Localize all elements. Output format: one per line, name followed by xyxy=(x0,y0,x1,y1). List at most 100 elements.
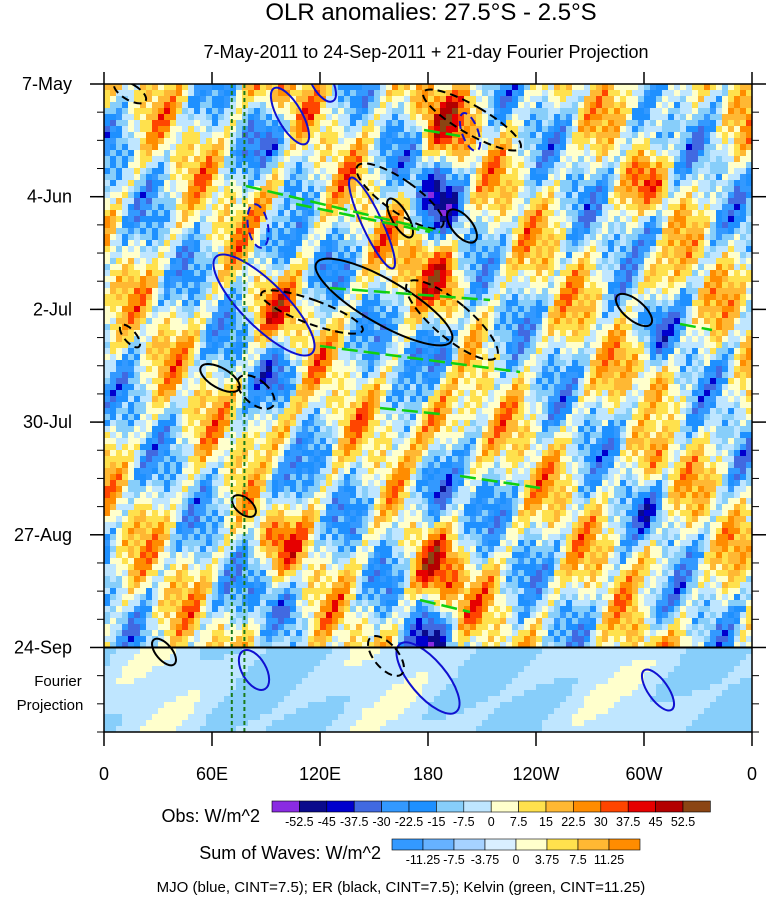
chart-subtitle: 7-May-2011 to 24-Sep-2011 + 21-day Fouri… xyxy=(203,42,648,62)
field-cell xyxy=(122,330,128,336)
field-cell xyxy=(338,318,344,324)
field-cell xyxy=(680,330,686,336)
field-cell xyxy=(266,246,272,252)
field-cell xyxy=(452,366,458,372)
field-cell xyxy=(524,330,530,336)
field-cell xyxy=(218,210,224,216)
field-cell xyxy=(626,354,632,360)
field-cell xyxy=(476,246,482,252)
field-cell xyxy=(404,252,410,258)
field-cell xyxy=(668,276,674,282)
field-cell xyxy=(716,216,722,222)
field-cell xyxy=(728,288,734,294)
field-cell xyxy=(608,114,614,120)
field-cell xyxy=(206,174,212,180)
field-cell xyxy=(446,126,452,132)
field-cell xyxy=(614,204,620,210)
field-cell xyxy=(524,222,530,228)
field-cell xyxy=(326,102,332,108)
field-cell xyxy=(272,186,278,192)
field-cell xyxy=(440,276,446,282)
field-cell xyxy=(296,216,302,222)
field-cell xyxy=(434,114,440,120)
field-cell xyxy=(488,204,494,210)
field-cell xyxy=(326,150,332,156)
field-cell xyxy=(440,324,446,330)
field-cell xyxy=(554,372,560,378)
field-cell xyxy=(182,198,188,204)
field-cell xyxy=(116,330,122,336)
field-cell xyxy=(554,246,560,252)
field-cell xyxy=(512,216,518,222)
field-cell xyxy=(746,396,752,402)
field-cell xyxy=(272,174,278,180)
field-cell xyxy=(194,270,200,276)
field-cell xyxy=(716,342,722,348)
field-cell xyxy=(122,138,128,144)
field-cell xyxy=(512,330,518,336)
field-cell xyxy=(536,162,542,168)
field-cell xyxy=(692,258,698,264)
field-cell xyxy=(614,270,620,276)
field-cell xyxy=(662,120,668,126)
field-cell xyxy=(674,84,680,90)
field-cell xyxy=(548,282,554,288)
field-cell xyxy=(146,228,152,234)
field-cell xyxy=(680,378,686,384)
field-cell xyxy=(536,210,542,216)
field-cell xyxy=(434,144,440,150)
field-cell xyxy=(638,228,644,234)
field-cell xyxy=(176,240,182,246)
field-cell xyxy=(368,90,374,96)
field-cell xyxy=(248,150,254,156)
field-cell xyxy=(266,282,272,288)
field-cell xyxy=(152,336,158,342)
field-cell xyxy=(284,126,290,132)
field-cell xyxy=(296,390,302,396)
field-cell xyxy=(260,90,266,96)
field-cell xyxy=(200,294,206,300)
field-cell xyxy=(176,150,182,156)
field-cell xyxy=(464,186,470,192)
field-cell xyxy=(368,336,374,342)
field-cell xyxy=(542,408,548,414)
field-cell xyxy=(698,384,704,390)
field-cell xyxy=(626,192,632,198)
field-cell xyxy=(146,378,152,384)
field-cell xyxy=(122,204,128,210)
field-cell xyxy=(482,126,488,132)
field-cell xyxy=(668,342,674,348)
field-cell xyxy=(608,348,614,354)
field-cell xyxy=(320,366,326,372)
field-cell xyxy=(404,354,410,360)
field-cell xyxy=(722,120,728,126)
field-cell xyxy=(302,222,308,228)
field-cell xyxy=(650,354,656,360)
field-cell xyxy=(632,186,638,192)
field-cell xyxy=(626,366,632,372)
field-cell xyxy=(482,372,488,378)
field-cell xyxy=(746,210,752,216)
field-cell xyxy=(458,156,464,162)
field-cell xyxy=(410,258,416,264)
field-cell xyxy=(134,222,140,228)
field-cell xyxy=(110,144,116,150)
field-cell xyxy=(248,120,254,126)
field-cell xyxy=(158,342,164,348)
field-cell xyxy=(482,354,488,360)
field-cell xyxy=(434,138,440,144)
field-cell xyxy=(722,360,728,366)
field-cell xyxy=(284,138,290,144)
field-cell xyxy=(680,318,686,324)
field-cell xyxy=(164,174,170,180)
field-cell xyxy=(158,120,164,126)
field-cell xyxy=(476,402,482,408)
field-cell xyxy=(476,192,482,198)
field-cell xyxy=(704,174,710,180)
field-cell xyxy=(320,216,326,222)
field-cell xyxy=(710,114,716,120)
field-cell xyxy=(596,246,602,252)
field-cell xyxy=(302,336,308,342)
field-cell xyxy=(356,126,362,132)
field-cell xyxy=(332,258,338,264)
